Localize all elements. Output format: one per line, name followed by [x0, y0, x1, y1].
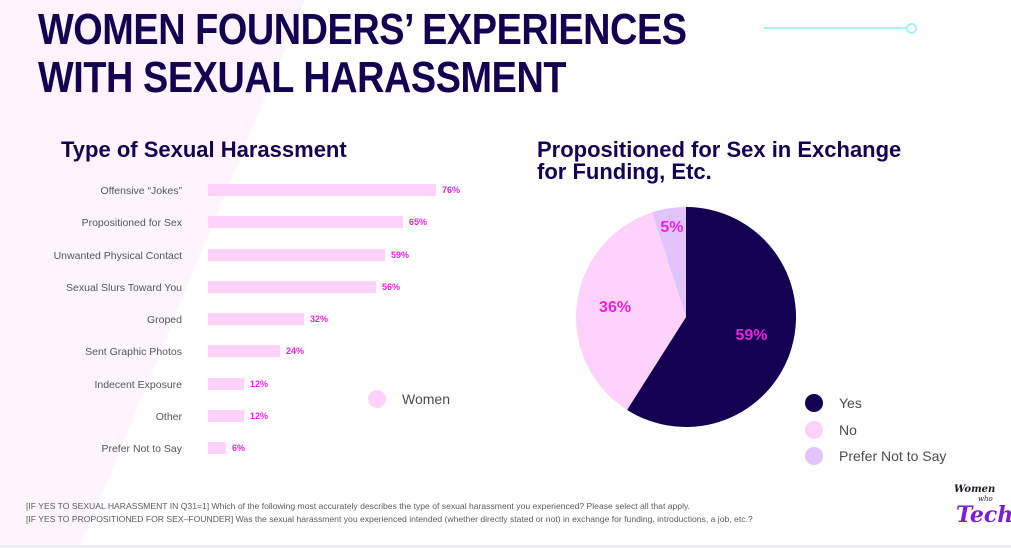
bar-legend: Women — [368, 390, 450, 408]
logo-text-who: who — [978, 495, 993, 503]
footnotes: [IF YES TO SEXUAL HARASSMENT IN Q31=1] W… — [26, 500, 753, 526]
pie-chart-title-line-1: Propositioned for Sex in Exchange — [537, 137, 902, 162]
bar-category-label: Groped — [146, 314, 182, 326]
bar-category-label: Propositioned for Sex — [81, 217, 182, 230]
legend-swatch-women — [368, 390, 386, 408]
pie-legend-item: No — [805, 417, 946, 444]
pie-slice-no — [576, 212, 686, 410]
bar-row: Prefer Not to Say 6% — [0, 442, 500, 456]
bar-value-label: 76% — [442, 185, 461, 195]
bar-category-label: Indecent Exposure — [94, 378, 182, 391]
page-title-line-1: WOMEN FOUNDERS’ EXPERIENCES — [38, 5, 687, 54]
pie-legend: Yes No Prefer Not to Say — [805, 390, 946, 470]
bar-row: Sent Graphic Photos 24% — [0, 345, 500, 359]
bar-value-label: 32% — [310, 314, 329, 324]
bar-category-label: Other — [155, 410, 182, 423]
legend-label: No — [839, 421, 857, 438]
bar-category-label: Unwanted Physical Contact — [53, 249, 182, 262]
women-who-tech-logo: Women who Tech — [952, 484, 1011, 540]
pie-value-label: 59% — [735, 327, 768, 345]
bar-value-label: 65% — [409, 217, 428, 228]
decorative-line — [764, 27, 907, 29]
pie-value-label: 36% — [599, 299, 632, 317]
bar-value-label: 59% — [391, 249, 410, 260]
logo-text-women: Women — [954, 484, 996, 495]
pie-value-label: 5% — [660, 218, 684, 236]
bottom-divider — [0, 545, 1011, 548]
bar-row: Groped 32% — [0, 313, 500, 327]
legend-swatch — [805, 420, 823, 439]
bar — [208, 313, 304, 325]
bar-value-label: 12% — [250, 378, 269, 389]
bar-row: Offensive “Jokes” 76% — [0, 184, 500, 198]
bar — [208, 216, 403, 229]
bar-value-label: 56% — [382, 281, 401, 292]
pie-legend-item: Prefer Not to Say — [805, 443, 946, 470]
page-title-line-2: WITH SEXUAL HARASSMENT — [38, 53, 567, 102]
bar-category-label: Sent Graphic Photos — [85, 346, 182, 359]
pie-slice-yes — [627, 206, 796, 427]
footnote-2: [IF YES TO PROPOSITIONED FOR SEX–FOUNDER… — [26, 514, 753, 524]
bar-value-label: 24% — [286, 346, 305, 357]
pie-chart-title-line-2: for Funding, Etc. — [537, 159, 712, 184]
bar-row: Sexual Slurs Toward You 56% — [0, 280, 500, 295]
bar-row: Indecent Exposure 12% — [0, 377, 500, 392]
bar-category-label: Sexual Slurs Toward You — [66, 281, 182, 294]
bar-chart-title: Type of Sexual Harassment — [61, 137, 347, 162]
footnote-1: [IF YES TO SEXUAL HARASSMENT IN Q31=1] W… — [26, 501, 691, 511]
bar — [208, 377, 244, 390]
legend-label: Yes — [839, 395, 862, 412]
bar — [208, 280, 376, 293]
bar — [208, 345, 280, 358]
page-title: WOMEN FOUNDERS’ EXPERIENCES WITH SEXUAL … — [38, 6, 687, 102]
decorative-ring-icon — [906, 23, 917, 34]
bar — [208, 442, 226, 454]
legend-swatch — [805, 394, 823, 413]
bar-row: Unwanted Physical Contact 59% — [0, 248, 500, 263]
bar — [208, 248, 385, 261]
legend-label-women: Women — [402, 391, 450, 407]
bar — [208, 184, 436, 196]
logo-text-tech: Tech — [956, 502, 1011, 528]
bar-category-label: Offensive “Jokes” — [100, 185, 182, 197]
bar-row: Other 12% — [0, 409, 500, 424]
pie-slice-prefer-not-to-say — [652, 207, 686, 317]
legend-swatch — [805, 447, 823, 466]
bar-value-label: 6% — [232, 443, 246, 453]
bar-value-label: 12% — [250, 410, 269, 421]
legend-label: Prefer Not to Say — [839, 448, 947, 465]
bar-row: Propositioned for Sex 65% — [0, 216, 500, 230]
bar-category-label: Prefer Not to Say — [101, 443, 182, 455]
pie-legend-item: Yes — [805, 390, 946, 417]
pie-chart-title: Propositioned for Sex in Exchange for Fu… — [537, 139, 901, 183]
bar — [208, 409, 244, 422]
